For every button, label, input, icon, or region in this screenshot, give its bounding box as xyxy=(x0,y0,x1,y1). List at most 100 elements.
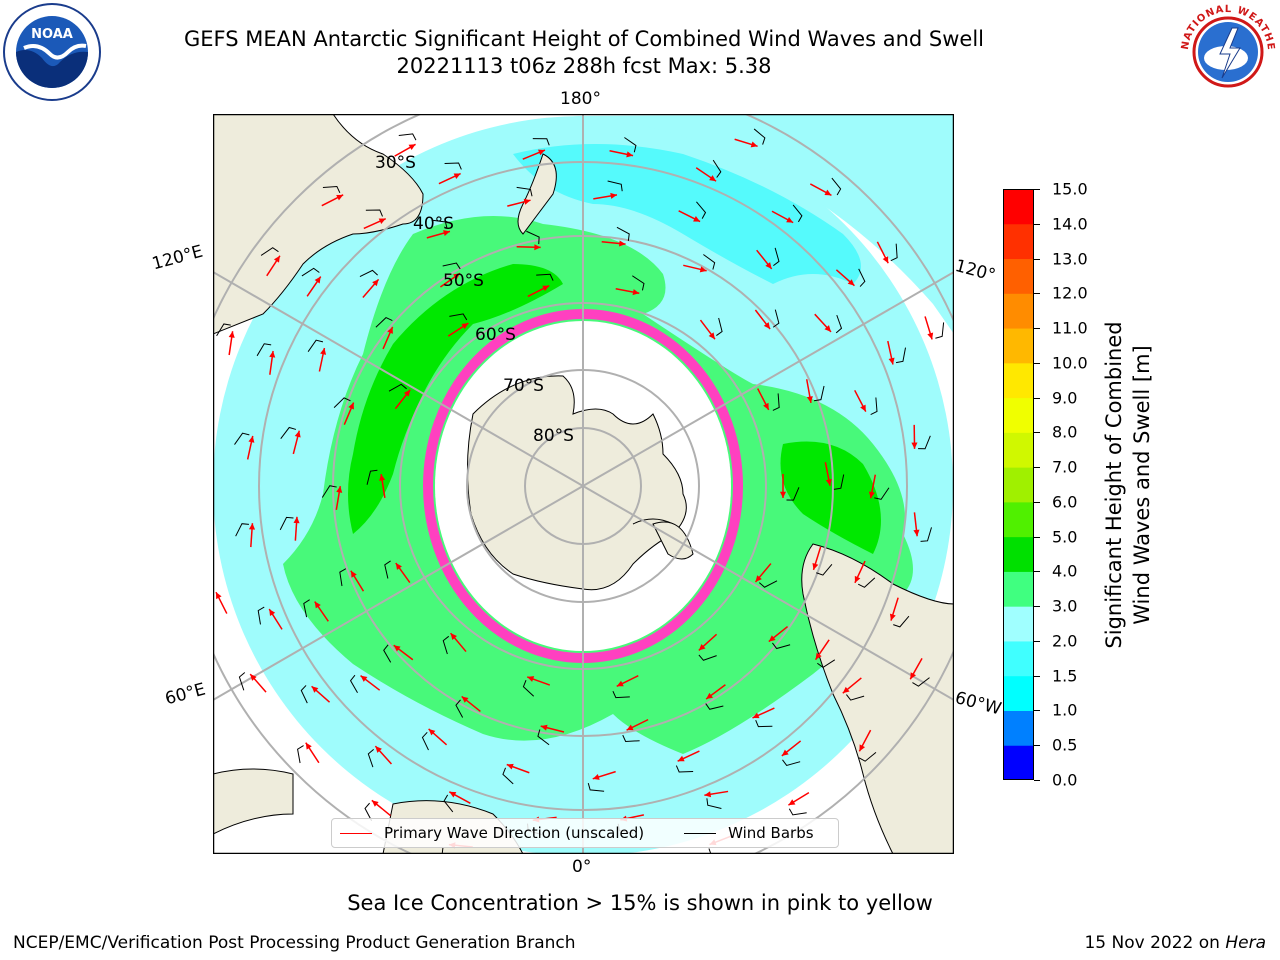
wind-barb xyxy=(716,317,723,337)
wave-arrow-head xyxy=(632,289,640,296)
colorbar-segment xyxy=(1003,362,1034,399)
legend-barb-label: Wind Barbs xyxy=(728,824,814,842)
footer-host: Hera xyxy=(1225,933,1266,953)
colorbar-tick-label: 12.0 xyxy=(1052,283,1088,303)
wind-barb xyxy=(817,659,836,668)
colorbar-tickmark xyxy=(1034,501,1040,503)
wave-arrow-head xyxy=(779,491,787,498)
wave-arrow-head xyxy=(449,791,457,798)
wind-barb xyxy=(703,254,716,270)
wave-arrow-head xyxy=(786,216,794,223)
wave-arrow-head xyxy=(228,331,235,338)
wind-barb xyxy=(918,435,931,450)
colorbar-segment xyxy=(1003,745,1034,780)
wind-barb xyxy=(532,138,550,146)
colorbar-tickmark xyxy=(1034,710,1040,712)
svg-text:NOAA: NOAA xyxy=(31,27,73,42)
legend-item-wave-direction: Primary Wave Direction (unscaled) xyxy=(340,824,644,842)
wind-barb xyxy=(256,343,272,357)
colorbar xyxy=(1003,189,1034,780)
wind-barb xyxy=(846,694,865,701)
wave-arrow-head xyxy=(677,755,685,762)
colorbar-tick-label: 1.5 xyxy=(1052,666,1078,686)
wind-barb xyxy=(782,759,801,767)
wind-barb xyxy=(516,186,533,197)
wave-arrow-head xyxy=(269,609,276,617)
wave-arrow-head xyxy=(408,144,416,151)
colorbar-tickmark xyxy=(1034,328,1040,330)
wave-arrow-head xyxy=(768,635,776,642)
wind-barb xyxy=(786,487,800,501)
wave-arrow-head xyxy=(387,326,393,334)
wind-barb xyxy=(339,568,347,587)
wind-barb xyxy=(322,185,341,194)
wind-barb xyxy=(238,672,246,691)
wave-arrow-head xyxy=(360,675,368,682)
wave-arrow-head xyxy=(537,149,545,156)
wind-barb xyxy=(442,635,450,655)
colorbar-tick-label: 1.0 xyxy=(1052,700,1078,720)
wind-barb xyxy=(833,474,845,490)
wind-barb xyxy=(624,137,637,153)
colorbar-tickmark xyxy=(1034,536,1040,538)
wave-arrow-head xyxy=(765,262,772,269)
lat-label-40s: 40°S xyxy=(413,214,454,234)
wind-barb xyxy=(526,230,540,245)
colorbar-tick-label: 8.0 xyxy=(1052,422,1078,442)
ocean-band-cyan xyxy=(513,144,861,284)
lat-label-50s: 50°S xyxy=(443,271,484,291)
polar-stereographic-map: 30°S 40°S 50°S 60°S 70°S 80°S xyxy=(213,114,954,854)
wave-arrow-head xyxy=(860,404,866,412)
wave-arrow-head xyxy=(847,279,855,286)
wave-arrow-head xyxy=(868,491,875,499)
wave-arrow-head xyxy=(311,686,319,693)
wind-barb xyxy=(333,397,351,409)
wave-arrow-head xyxy=(592,774,600,780)
wind-barb xyxy=(753,128,766,145)
colorbar-segment xyxy=(1003,432,1034,468)
wave-arrow-head xyxy=(763,322,771,330)
wave-arrow-head xyxy=(859,744,866,752)
wind-barb xyxy=(755,719,773,728)
colorbar-tickmark xyxy=(1034,432,1040,434)
wave-arrow-head xyxy=(314,276,321,284)
wind-barb xyxy=(421,731,429,751)
colorbar-segment xyxy=(1003,223,1034,260)
wave-arrow-head xyxy=(378,218,386,225)
wave-arrow-head xyxy=(293,516,300,524)
footer-date: 15 Nov 2022 on Hera xyxy=(1084,933,1266,953)
wind-barb xyxy=(772,309,780,328)
wave-arrow-head xyxy=(428,728,436,736)
wind-barb xyxy=(303,599,310,618)
wave-arrow-head xyxy=(616,680,624,687)
wave-arrow-head xyxy=(371,800,379,807)
wave-arrow-head xyxy=(269,350,276,358)
colorbar-segment xyxy=(1003,640,1034,677)
lat-label-70s: 70°S xyxy=(503,376,544,396)
wind-barb xyxy=(307,339,324,352)
wind-barb xyxy=(858,751,877,762)
wave-arrow-head xyxy=(888,357,895,365)
wave-arrow-head xyxy=(788,799,796,806)
wind-barb xyxy=(449,313,468,321)
wind-barb xyxy=(300,685,308,704)
colorbar-tick-label: 7.0 xyxy=(1052,457,1078,477)
wind-barb xyxy=(359,269,378,278)
wave-arrow-head xyxy=(752,712,760,719)
wave-arrow-head xyxy=(781,749,789,756)
wave-arrow-head xyxy=(379,474,386,481)
longitude-gridlines xyxy=(213,114,954,854)
colorbar-tick-label: 15.0 xyxy=(1052,179,1088,199)
colorbar-tick-label: 3.0 xyxy=(1052,596,1078,616)
wind-barb xyxy=(893,615,910,628)
wind-barb xyxy=(895,347,907,364)
wave-arrow-head xyxy=(534,244,541,251)
nws-logo-icon: NATIONAL WEATHER SERVICE xyxy=(1176,0,1278,102)
wind-barb xyxy=(616,226,630,241)
wave-arrow-head xyxy=(393,645,401,652)
wave-arrow-head xyxy=(305,742,312,750)
colorbar-tick-label: 10.0 xyxy=(1052,353,1088,373)
wind-barb xyxy=(870,397,878,415)
wave-arrow-head xyxy=(824,189,832,196)
wind-barb xyxy=(375,316,393,328)
